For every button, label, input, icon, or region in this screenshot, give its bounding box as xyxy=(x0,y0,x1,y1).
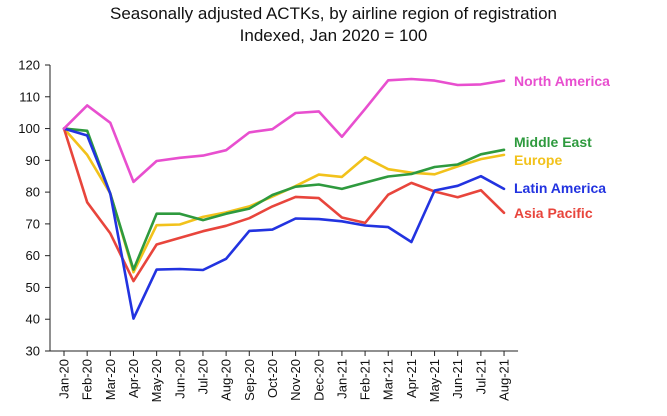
y-tick-label: 30 xyxy=(26,344,40,359)
y-tick-label: 60 xyxy=(26,248,40,263)
y-tick-label: 100 xyxy=(18,121,40,136)
legend-label-latin-america: Latin America xyxy=(514,180,606,196)
x-tick-label: Jul-21 xyxy=(473,359,488,394)
legend-label-asia-pacific: Asia Pacific xyxy=(514,205,593,221)
series-line-north-america xyxy=(62,77,506,184)
x-tick-label: Dec-20 xyxy=(311,359,326,401)
legend-label-north-america: North America xyxy=(514,73,610,89)
y-tick-label: 90 xyxy=(26,153,40,168)
x-tick-label: Jun-21 xyxy=(450,359,465,399)
x-tick-label: Jul-20 xyxy=(195,359,210,394)
y-tick-label: 120 xyxy=(18,58,40,73)
series-line-asia-pacific xyxy=(62,127,506,283)
x-tick-label: Apr-21 xyxy=(404,359,419,398)
y-tick-label: 50 xyxy=(26,280,40,295)
x-tick-label: Jan-20 xyxy=(57,359,72,399)
x-tick-label: Aug-21 xyxy=(497,359,512,401)
series-line-latin-america xyxy=(62,127,506,320)
y-tick-label: 70 xyxy=(26,216,40,231)
legend-label-europe: Europe xyxy=(514,152,562,168)
chart-title: Seasonally adjusted ACTKs, by airline re… xyxy=(110,4,557,23)
x-tick-label: May-21 xyxy=(427,359,442,402)
x-tick-label: May-20 xyxy=(149,359,164,402)
x-tick-label: Apr-20 xyxy=(126,359,141,398)
x-tick-label: Jun-20 xyxy=(172,359,187,399)
x-tick-label: Mar-20 xyxy=(103,359,118,400)
x-tick-label: Mar-21 xyxy=(381,359,396,400)
x-tick-label: Aug-20 xyxy=(219,359,234,401)
y-tick-label: 80 xyxy=(26,185,40,200)
chart-subtitle: Indexed, Jan 2020 = 100 xyxy=(239,26,428,45)
legend-label-middle-east: Middle East xyxy=(514,134,592,150)
x-tick-label: Feb-20 xyxy=(80,359,95,400)
series-line-middle-east xyxy=(62,127,506,271)
x-tick-label: Jan-21 xyxy=(334,359,349,399)
y-tick-label: 110 xyxy=(19,89,40,104)
x-tick-label: Feb-21 xyxy=(358,359,373,400)
y-tick-label: 40 xyxy=(26,312,40,327)
x-tick-label: Nov-20 xyxy=(288,359,303,401)
x-tick-label: Sep-20 xyxy=(242,359,257,401)
x-tick-label: Oct-20 xyxy=(265,359,280,398)
